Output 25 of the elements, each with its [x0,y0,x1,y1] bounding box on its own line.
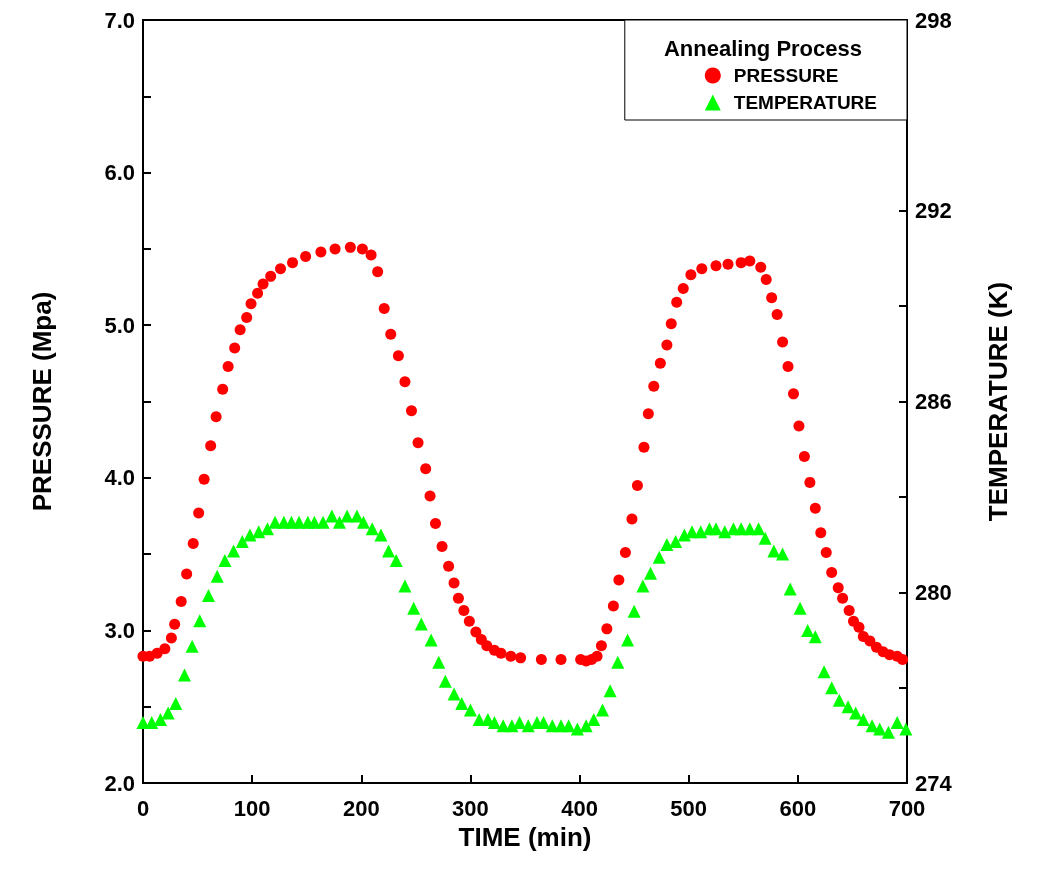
legend-title: Annealing Process [663,35,863,61]
y-tick-label: 3.0 [104,617,135,643]
y2-tick-label: 292 [915,198,952,224]
x-tick-label: 600 [779,795,817,821]
x-axis-title: TIME (min) [458,821,592,852]
x-tick-label: 0 [136,795,150,821]
x-tick-label: 100 [233,795,271,821]
y2-tick-label: 280 [915,579,952,605]
y2-tick-label: 274 [915,770,953,796]
x-tick-label: 400 [561,795,598,821]
y-tick-label: 7.0 [104,7,135,33]
x-tick-label: 500 [670,795,708,821]
x-tick-label: 200 [342,795,380,821]
y-tick-label: 5.0 [104,312,135,338]
y-tick-label: 4.0 [104,465,135,491]
y-tick-label: 6.0 [104,160,135,186]
y2-tick-label: 298 [915,7,952,33]
y-axis-title: PRESSURE (Mpa) [27,291,57,512]
y-tick-label: 2.0 [104,770,135,796]
y2-tick-label: 286 [915,389,952,414]
legend-label: PRESSURE [733,65,839,86]
x-tick-label: 700 [888,795,926,821]
legend-label: TEMPERATURE [733,92,878,113]
x-tick-label: 300 [452,795,489,821]
y2-axis-title: TEMPERATURE (K) [983,281,1013,522]
